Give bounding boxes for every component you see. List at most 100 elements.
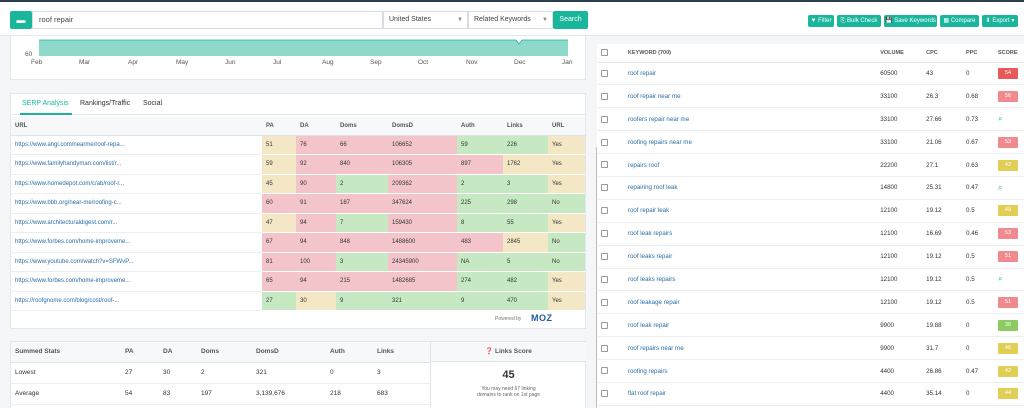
- keyword-ppc: 0.68: [963, 84, 995, 109]
- serp-col-header[interactable]: Links: [503, 117, 548, 136]
- keyword-checkbox[interactable]: [601, 69, 608, 77]
- summed-cell-doms: 2: [197, 362, 252, 384]
- keyword-checkbox[interactable]: [601, 207, 608, 215]
- keyword-link[interactable]: repairs roof: [624, 153, 878, 177]
- summed-row: Average 54 83 197 3,139,676 218 683: [11, 383, 430, 405]
- keyword-link[interactable]: repairing roof leak: [624, 176, 878, 200]
- serp-cell-urlstat: Yes: [548, 174, 585, 194]
- keyword-score-cell: ⌕: [994, 268, 1024, 292]
- keyword-cpc: 26.86: [923, 359, 964, 383]
- search-icon[interactable]: ⌕: [997, 274, 1003, 284]
- save-keywords-button[interactable]: 💾 Save Keywords: [884, 15, 937, 27]
- search-input[interactable]: roof repair: [32, 11, 383, 29]
- filter-button[interactable]: ▼ Filter: [808, 15, 834, 27]
- serp-url-link[interactable]: https://www.forbes.com/home-improveme...: [11, 232, 262, 253]
- month-label: Sep: [370, 59, 382, 66]
- keyword-link[interactable]: roof repair: [624, 62, 878, 86]
- compare-button[interactable]: ▦ Compare: [940, 15, 979, 27]
- serp-col-header[interactable]: Doms: [336, 117, 388, 136]
- keyword-ppc: 0: [963, 313, 995, 338]
- keyword-link[interactable]: roof leaks repairs: [624, 268, 878, 292]
- keyword-checkbox[interactable]: [601, 115, 608, 123]
- select-all-checkbox[interactable]: [601, 49, 608, 57]
- serp-url-link[interactable]: https://www.architecturaldigest.com/r...: [11, 213, 262, 233]
- keyword-checkbox[interactable]: [601, 230, 608, 238]
- serp-url-link[interactable]: https://www.angi.com/nearme/roof-repa...: [11, 135, 262, 155]
- serp-col-header[interactable]: URL: [11, 117, 262, 136]
- serp-cell-da: 76: [296, 135, 336, 155]
- keyword-link[interactable]: flat roof repair: [624, 382, 878, 406]
- serp-cell-domsd: 159430: [388, 213, 457, 233]
- serp-url-link[interactable]: https://roofgnome.com/blog/cost/roof-...: [11, 291, 262, 311]
- moz-logo: MOZ: [531, 313, 553, 323]
- keyword-checkbox[interactable]: [601, 92, 608, 100]
- serp-url-link[interactable]: https://www.homedepot.com/c/ab/roof-r...: [11, 174, 262, 194]
- keyword-link[interactable]: roofers repair near me: [624, 107, 878, 132]
- keyword-cpc: 19.88: [923, 313, 964, 338]
- serp-col-header[interactable]: DomsD: [388, 117, 457, 136]
- serp-url-link[interactable]: https://www.familyhandyman.com/list/r...: [11, 154, 262, 175]
- keyword-link[interactable]: roof repair near me: [624, 84, 878, 109]
- keyword-link[interactable]: roof leak repairs: [624, 222, 878, 246]
- keyword-checkbox[interactable]: [601, 184, 608, 192]
- keyword-link[interactable]: roof leaks repair: [624, 245, 878, 269]
- keyword-checkbox[interactable]: [601, 161, 608, 169]
- serp-col-header[interactable]: PA: [262, 117, 296, 136]
- tab-rankings-traffic[interactable]: Rankings/Traffic: [80, 100, 131, 107]
- serp-header-row: URL PA DA Doms DomsD Auth Links URL: [11, 117, 585, 136]
- export-button[interactable]: ⬇ Export ▾: [982, 15, 1018, 27]
- search-button[interactable]: Search: [553, 11, 588, 29]
- keyword-cpc: 27.66: [923, 107, 964, 132]
- summed-col-header: DomsD: [252, 342, 326, 363]
- summed-col-header: Auth: [326, 342, 373, 363]
- keyword-ppc: 0.5: [963, 245, 995, 269]
- keyword-link[interactable]: roof repair leak: [624, 199, 878, 223]
- keyword-link[interactable]: roof repairs near me: [624, 336, 878, 361]
- keyword-select-cell: [598, 107, 625, 132]
- keyword-checkbox[interactable]: [601, 275, 608, 283]
- keyword-checkbox[interactable]: [601, 390, 608, 398]
- tab-social[interactable]: Social: [143, 100, 163, 107]
- serp-url-link[interactable]: https://www.youtube.com/watch?v=SFWvP...: [11, 252, 262, 272]
- serp-col-header[interactable]: URL: [548, 117, 585, 136]
- keyword-table: KEYWORD (700) VOLUME CPC PPC SCORE roof repa…: [598, 44, 1024, 406]
- serp-cell-pa: 81: [262, 252, 296, 272]
- mode-select[interactable]: Related Keywords ▼: [468, 11, 553, 29]
- keyword-cpc: 16.69: [923, 222, 964, 246]
- keyword-cpc: 25.31: [923, 176, 964, 200]
- keyword-select-cell: [598, 245, 625, 269]
- keyword-col-header: PPC: [963, 44, 995, 63]
- month-label: Mar: [79, 59, 91, 66]
- search-icon[interactable]: ⌕: [997, 114, 1003, 124]
- keyword-checkbox[interactable]: [601, 344, 608, 352]
- serp-cell-da: 90: [296, 174, 336, 194]
- keyword-link[interactable]: roofing repairs: [624, 359, 878, 383]
- bulk-check-button[interactable]: ⎘ Bulk Check: [837, 15, 881, 27]
- keyword-checkbox[interactable]: [601, 138, 608, 146]
- serp-cell-links: 470: [503, 291, 548, 311]
- serp-cell-links: 482: [503, 271, 548, 292]
- serp-col-header[interactable]: DA: [296, 117, 336, 136]
- serp-cell-doms: 9: [336, 291, 388, 311]
- keyword-ppc: 0.67: [963, 130, 995, 155]
- serp-col-header[interactable]: Auth: [457, 117, 503, 136]
- keyword-row: roof leak repairs 12100 16.69 0.46 53: [598, 222, 1024, 246]
- keyword-checkbox[interactable]: [601, 321, 608, 329]
- folder-button[interactable]: ▬: [10, 11, 32, 29]
- keyword-link[interactable]: roof leak repair: [624, 313, 878, 338]
- keyword-checkbox[interactable]: [601, 298, 608, 306]
- keyword-row: roofing repairs 4400 26.86 0.47 42: [598, 359, 1024, 383]
- country-select[interactable]: United States ▼: [383, 11, 468, 29]
- serp-url-link[interactable]: https://www.bbb.org/near-me/roofing-c...: [11, 193, 262, 214]
- keyword-link[interactable]: roofing repairs near me: [624, 130, 878, 155]
- select-all-header[interactable]: [598, 44, 625, 63]
- serp-cell-domsd: 347624: [388, 193, 457, 214]
- serp-url-link[interactable]: https://www.forbes.com/home-improveme...: [11, 271, 262, 292]
- search-icon[interactable]: ⌕: [997, 182, 1003, 192]
- serp-cell-auth: 2: [457, 174, 503, 194]
- keyword-link[interactable]: roof leakage repair: [624, 290, 878, 315]
- keyword-checkbox[interactable]: [601, 367, 608, 375]
- keyword-score-cell: 42: [994, 359, 1024, 383]
- keyword-checkbox[interactable]: [601, 253, 608, 260]
- tab-serp-analysis[interactable]: SERP Analysis: [22, 100, 69, 107]
